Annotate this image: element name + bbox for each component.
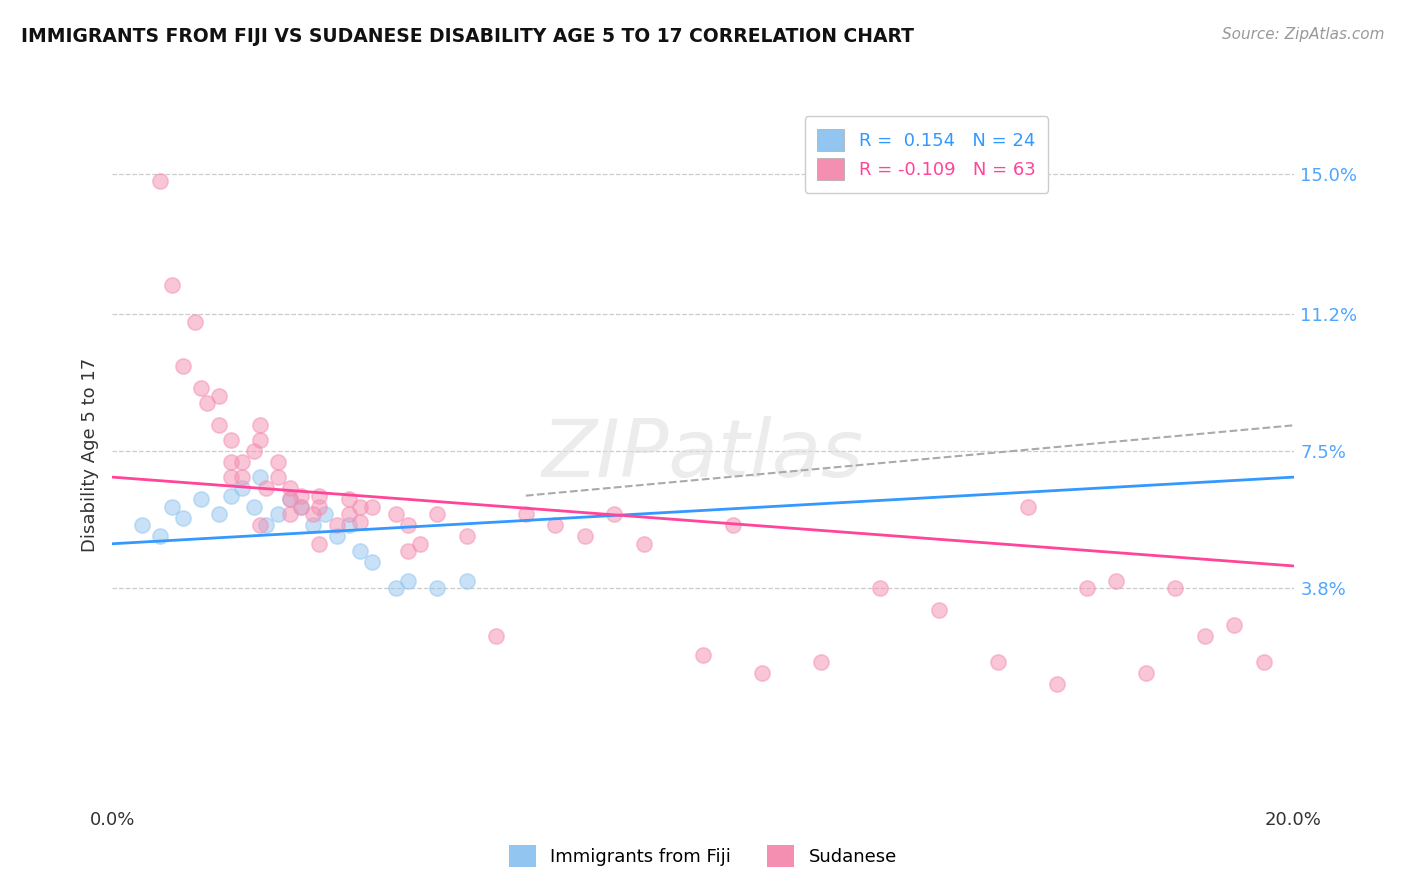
Text: ZIPatlas: ZIPatlas [541, 416, 865, 494]
Point [633, 537, 655, 551]
Point [396, 518, 419, 533]
Point [249, 433, 271, 447]
Point [326, 529, 349, 543]
Point [219, 455, 242, 469]
Point [278, 507, 301, 521]
Point [928, 603, 950, 617]
Point [254, 481, 277, 495]
Point [1164, 581, 1187, 595]
Point [603, 507, 626, 521]
Point [721, 518, 744, 533]
Point [326, 518, 349, 533]
Text: IMMIGRANTS FROM FIJI VS SUDANESE DISABILITY AGE 5 TO 17 CORRELATION CHART: IMMIGRANTS FROM FIJI VS SUDANESE DISABIL… [21, 27, 914, 45]
Point [751, 666, 773, 681]
Point [208, 389, 231, 403]
Point [290, 489, 312, 503]
Point [361, 555, 384, 569]
Point [243, 500, 266, 514]
Point [243, 444, 266, 458]
Point [869, 581, 891, 595]
Point [314, 507, 336, 521]
Point [249, 518, 271, 533]
Point [149, 174, 172, 188]
Point [190, 381, 212, 395]
Point [810, 655, 832, 669]
Point [278, 481, 301, 495]
Point [302, 507, 325, 521]
Point [456, 529, 478, 543]
Point [349, 515, 371, 529]
Point [290, 500, 312, 514]
Point [349, 500, 371, 514]
Point [1105, 574, 1128, 588]
Point [184, 315, 207, 329]
Point [426, 507, 449, 521]
Point [267, 507, 290, 521]
Point [349, 544, 371, 558]
Point [254, 518, 277, 533]
Point [515, 507, 537, 521]
Point [231, 470, 253, 484]
Point [1076, 581, 1098, 595]
Point [131, 518, 153, 533]
Point [1253, 655, 1275, 669]
Point [278, 492, 301, 507]
Point [485, 629, 508, 643]
Point [208, 418, 231, 433]
Point [219, 470, 242, 484]
Point [267, 470, 290, 484]
Point [160, 500, 183, 514]
Point [1046, 677, 1069, 691]
Point [337, 492, 360, 507]
Point [308, 537, 330, 551]
Point [1017, 500, 1039, 514]
Point [172, 359, 194, 373]
Point [574, 529, 596, 543]
Point [278, 492, 301, 507]
Point [219, 489, 242, 503]
Point [987, 655, 1010, 669]
Point [1223, 618, 1246, 632]
Point [249, 470, 271, 484]
Point [249, 418, 271, 433]
Point [337, 507, 360, 521]
Point [396, 544, 419, 558]
Text: Source: ZipAtlas.com: Source: ZipAtlas.com [1222, 27, 1385, 42]
Point [337, 518, 360, 533]
Point [190, 492, 212, 507]
Point [456, 574, 478, 588]
Point [385, 581, 408, 595]
Point [302, 518, 325, 533]
Point [308, 489, 330, 503]
Point [231, 481, 253, 495]
Point [385, 507, 408, 521]
Point [1194, 629, 1216, 643]
Point [426, 581, 449, 595]
Point [267, 455, 290, 469]
Point [308, 500, 330, 514]
Point [408, 537, 430, 551]
Point [544, 518, 567, 533]
Point [208, 507, 231, 521]
Point [396, 574, 419, 588]
Point [172, 511, 194, 525]
Y-axis label: Disability Age 5 to 17: Disability Age 5 to 17 [80, 358, 98, 552]
Legend: Immigrants from Fiji, Sudanese: Immigrants from Fiji, Sudanese [502, 838, 904, 874]
Point [1135, 666, 1157, 681]
Point [692, 648, 714, 662]
Point [231, 455, 253, 469]
Point [290, 500, 312, 514]
Point [361, 500, 384, 514]
Point [160, 277, 183, 292]
Point [219, 433, 242, 447]
Point [149, 529, 172, 543]
Point [195, 396, 218, 410]
